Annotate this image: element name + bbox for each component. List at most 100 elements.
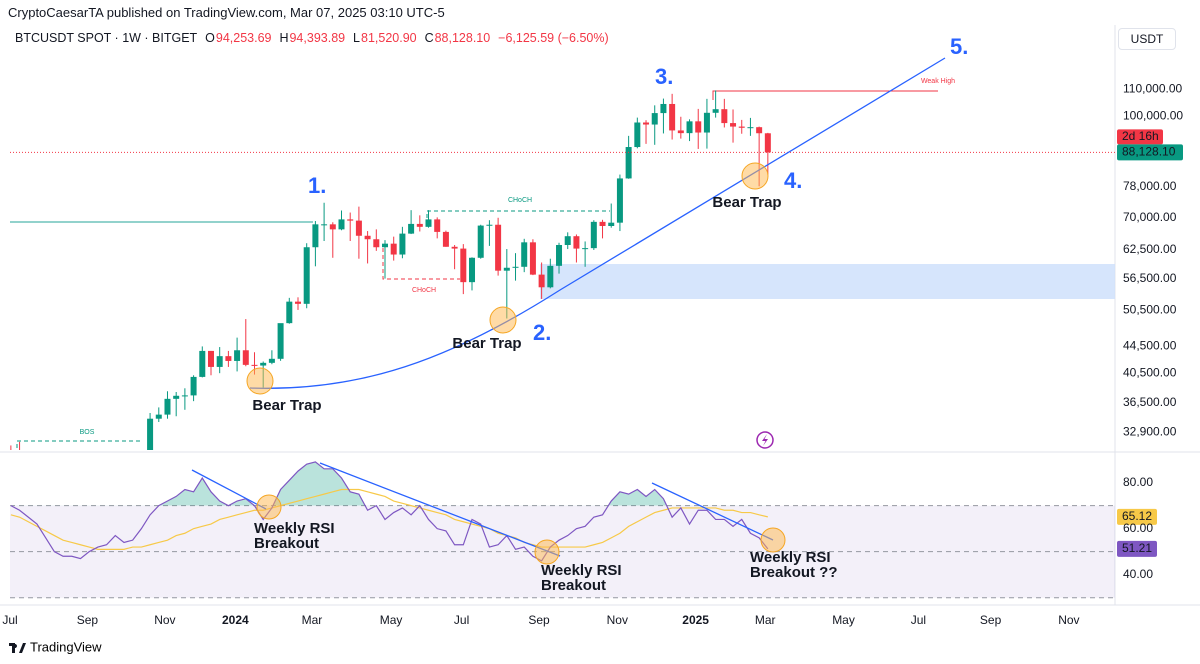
candle-body <box>51 464 57 467</box>
candle-body <box>416 223 423 227</box>
candle-body <box>712 109 719 113</box>
candle-body <box>590 221 597 249</box>
bos-line <box>16 440 140 448</box>
candle-body <box>616 178 623 223</box>
candle-body <box>355 220 362 236</box>
candle-body <box>60 464 66 498</box>
candle-body <box>104 494 110 496</box>
rsi-note: Weekly RSI <box>541 562 622 579</box>
y-tick-label: 44,500.00 <box>1123 339 1177 353</box>
countdown-tag <box>1117 129 1163 145</box>
candle-body <box>460 248 467 283</box>
candle-body <box>373 239 380 248</box>
rsi-ma-line <box>10 488 768 550</box>
candle-body <box>495 224 502 271</box>
symbol: BTCUSDT SPOT · 1W · BITGET <box>15 31 198 45</box>
y-tick-label: 32,900.00 <box>1123 424 1177 438</box>
x-tick-label: Sep <box>77 613 99 627</box>
candle-body <box>25 456 31 460</box>
candle-body <box>173 395 180 399</box>
wave-label: 2. <box>533 320 551 345</box>
trend-curve <box>249 57 946 389</box>
candle-body <box>564 236 571 245</box>
change: −6,125.59 (−6.50%) <box>498 31 609 45</box>
candle-body <box>390 243 397 255</box>
candle-body <box>242 350 249 365</box>
y-tick-label: 50,500.00 <box>1123 303 1177 317</box>
candle-body <box>77 499 83 501</box>
rsi-note: Weekly RSI <box>254 520 335 537</box>
candle-body <box>669 103 676 131</box>
rsi-trendline <box>191 469 267 510</box>
candle-body <box>364 235 371 240</box>
candle-body <box>251 364 258 366</box>
y-tick-label: 110,000.00 <box>1123 82 1182 96</box>
candle-body <box>347 219 354 221</box>
highlight-circle <box>246 367 274 395</box>
x-tick-label: Mar <box>755 613 776 627</box>
x-tick-label: 2025 <box>682 613 709 627</box>
ohlc-key: O <box>205 31 215 45</box>
candle-body <box>529 242 536 275</box>
highlight-circle <box>534 539 560 565</box>
y-tick-label: 78,000.00 <box>1123 179 1177 193</box>
candle-body <box>469 257 476 283</box>
candle-body <box>199 350 206 377</box>
candle-body <box>730 123 737 127</box>
y-tick-label: 56,500.00 <box>1123 271 1177 285</box>
candle-body <box>573 236 580 249</box>
logo: TradingView <box>9 639 102 654</box>
candle-body <box>477 225 484 258</box>
candle-body <box>277 323 284 359</box>
currency-button[interactable]: USDT <box>1118 28 1176 50</box>
candle-body <box>634 122 641 148</box>
ohlc-value: 81,520.90 <box>361 31 417 45</box>
y-tick-label: 40,500.00 <box>1123 365 1177 379</box>
candle-body <box>138 458 144 487</box>
rsi-trendline <box>319 462 561 557</box>
candle-body <box>643 122 650 125</box>
x-tick-label: Nov <box>607 613 628 627</box>
bear-trap-label: Bear Trap <box>452 335 521 352</box>
bear-trap-label: Bear Trap <box>252 397 321 414</box>
candle-body <box>442 231 449 247</box>
candle-body <box>164 398 171 415</box>
choch-line <box>426 210 610 225</box>
rsi-note: Breakout ?? <box>750 564 838 581</box>
candle-body <box>17 456 23 457</box>
value-tag-label: 51.21 <box>1122 541 1152 555</box>
candle-body <box>155 414 162 419</box>
y-tick-label: 36,500.00 <box>1123 395 1177 409</box>
weak-high-label: Weak High <box>921 78 955 85</box>
publish-line: CryptoCaesarTA published on TradingView.… <box>8 5 445 20</box>
highlight-circle <box>489 306 517 334</box>
candle-body <box>408 223 415 234</box>
candle-body <box>451 246 458 249</box>
candle-body <box>677 130 684 134</box>
candle-body <box>738 126 745 128</box>
candle-body <box>625 147 632 179</box>
price-tag-label: 88,128.10 <box>1122 145 1176 159</box>
value-tag <box>1117 540 1157 557</box>
candle-body <box>503 267 510 271</box>
x-tick-label: May <box>380 613 403 627</box>
candle-body <box>747 127 754 129</box>
symbol-legend: BTCUSDT SPOT · 1W · BITGET O94,253.69 H9… <box>15 31 610 45</box>
candle-body <box>181 395 188 397</box>
wave-label: 5. <box>950 34 968 59</box>
candle-body <box>686 121 693 134</box>
candle-body <box>599 221 606 226</box>
choch-line <box>382 248 460 280</box>
candle-body <box>43 465 49 467</box>
weak-high-line <box>712 90 938 100</box>
y-tick-label: 70,000.00 <box>1123 210 1177 224</box>
alert-icon[interactable] <box>756 431 774 449</box>
candle-body <box>521 242 528 267</box>
demand-zone <box>540 264 1115 299</box>
candle-body <box>703 112 710 133</box>
x-tick-label: 2024 <box>222 613 249 627</box>
candle-body <box>286 301 293 324</box>
candle-body <box>399 233 406 255</box>
ohlc-value: 88,128.10 <box>434 31 491 45</box>
